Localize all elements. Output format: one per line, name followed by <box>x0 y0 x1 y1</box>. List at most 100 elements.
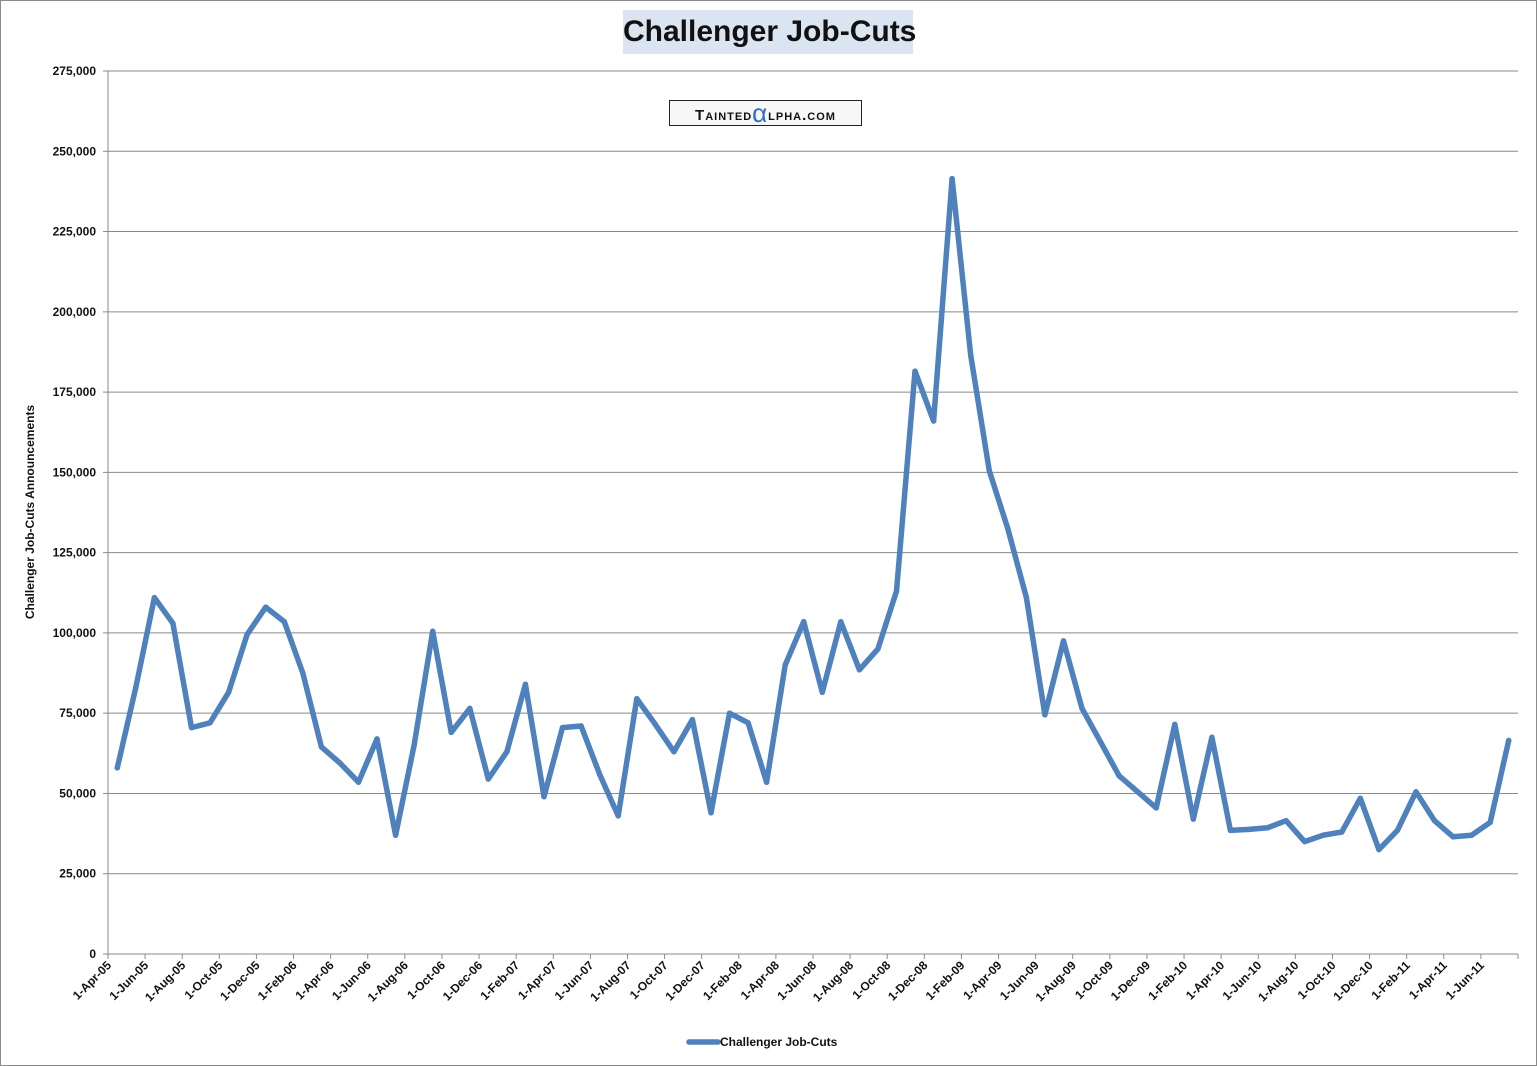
data-point <box>745 720 751 726</box>
data-point <box>1023 594 1030 601</box>
series-line-challenger-job-cuts <box>114 175 1512 853</box>
data-point <box>392 832 399 838</box>
data-point <box>263 604 269 610</box>
data-point <box>1431 818 1438 824</box>
x-tick-label: 1-Feb-08 <box>700 958 745 1003</box>
y-tick-label: 25,000 <box>59 867 96 881</box>
data-point <box>114 765 121 771</box>
data-point <box>819 689 825 695</box>
data-point <box>225 689 232 695</box>
data-point <box>1394 827 1401 834</box>
series-group <box>114 175 1512 853</box>
data-point <box>1506 737 1512 744</box>
data-point <box>504 749 510 755</box>
x-tick-label: 1-Feb-11 <box>1368 958 1413 1003</box>
watermark-text-2: lpha.com <box>768 107 836 124</box>
x-tick-label: 1-Aug-08 <box>810 958 856 1004</box>
x-tick-label: 1-Aug-05 <box>142 958 188 1004</box>
data-point <box>1097 739 1104 745</box>
data-point <box>151 594 158 601</box>
y-tick-label: 275,000 <box>53 64 97 78</box>
x-tick-label: 1-Apr-10 <box>1183 958 1228 1003</box>
y-tick-label: 0 <box>89 947 96 961</box>
data-point <box>634 696 640 702</box>
x-tick-label: 1-Apr-09 <box>960 958 1005 1003</box>
data-point <box>541 794 547 800</box>
x-tick-label: 1-Aug-07 <box>587 958 633 1004</box>
x-tick-label: 1-Feb-06 <box>255 958 300 1003</box>
data-point <box>1042 712 1048 718</box>
x-tick-label: 1-Aug-06 <box>365 958 411 1004</box>
data-point <box>1301 838 1308 845</box>
data-point <box>615 813 621 819</box>
data-point <box>1172 721 1178 728</box>
y-tick-label: 50,000 <box>59 786 96 800</box>
x-tick-label: 1-Dec-10 <box>1330 958 1376 1004</box>
data-point <box>430 628 436 634</box>
x-tick-label: 1-Apr-07 <box>515 958 560 1003</box>
data-point <box>1376 846 1382 853</box>
data-point <box>1264 825 1271 831</box>
gridlines <box>103 70 1518 955</box>
x-tick-label: 1-Feb-09 <box>923 958 968 1003</box>
data-point <box>374 736 380 742</box>
x-tick-label: 1-Feb-10 <box>1145 958 1190 1003</box>
x-tick-label: 1-Dec-07 <box>663 958 709 1004</box>
y-tick-label: 200,000 <box>53 305 97 319</box>
watermark-text-1: Tainted <box>695 107 753 124</box>
data-point <box>1283 818 1289 824</box>
data-point <box>912 368 918 374</box>
data-point <box>448 729 454 736</box>
y-tick-label: 100,000 <box>53 626 97 640</box>
y-tick-label: 75,000 <box>59 706 96 720</box>
x-tick-label: 1-Aug-10 <box>1255 958 1301 1004</box>
y-tick-label: 250,000 <box>53 144 97 158</box>
watermark-logo: Taintedαlpha.com <box>669 100 862 126</box>
x-tick-label: 1-Feb-07 <box>477 958 522 1003</box>
data-point <box>596 771 603 777</box>
y-tick-label: 125,000 <box>53 546 97 560</box>
data-point <box>1468 832 1475 838</box>
data-point <box>1320 832 1326 838</box>
data-point <box>578 723 584 729</box>
y-tick-label: 225,000 <box>53 225 97 239</box>
x-tick-label: 1-Dec-09 <box>1108 958 1154 1004</box>
data-point <box>318 744 325 750</box>
data-point <box>689 716 696 723</box>
y-tick-label: 175,000 <box>53 385 97 399</box>
data-point <box>930 418 937 424</box>
data-point <box>485 776 491 782</box>
y-tick-label: 150,000 <box>53 465 97 479</box>
data-point <box>207 720 213 726</box>
data-point <box>467 705 473 712</box>
x-tick-label: 1-Aug-09 <box>1033 958 1079 1004</box>
data-point <box>708 810 714 816</box>
watermark-alpha-glyph: α <box>752 98 769 128</box>
data-point <box>1357 795 1364 801</box>
data-point <box>782 662 788 668</box>
data-point <box>1005 525 1011 532</box>
data-point <box>1116 773 1122 779</box>
legend-label: Challenger Job-Cuts <box>720 1035 838 1049</box>
data-point <box>726 710 733 716</box>
data-point <box>355 779 362 785</box>
data-point <box>337 760 343 766</box>
data-point <box>1190 816 1197 822</box>
data-point <box>856 667 863 673</box>
data-point <box>411 742 417 748</box>
data-point <box>522 681 529 687</box>
y-tick-labels: 0 25,000 50,000 75,000 100,000 125,000 150,000… <box>53 64 97 961</box>
data-point <box>1135 789 1141 795</box>
data-point <box>1227 827 1234 834</box>
x-tick-label: 1-Dec-08 <box>885 958 931 1004</box>
x-tick-label: 1-Apr-06 <box>292 958 337 1003</box>
legend: Challenger Job-Cuts <box>686 1035 838 1049</box>
data-point <box>763 779 770 785</box>
chart-title: Challenger Job-Cuts <box>623 10 916 54</box>
x-tick-label: 1-Dec-06 <box>440 958 486 1004</box>
x-tick-label: 1-Apr-11 <box>1406 958 1450 1002</box>
data-point <box>1450 834 1456 840</box>
x-tick-label: 1-Dec-05 <box>217 958 263 1004</box>
